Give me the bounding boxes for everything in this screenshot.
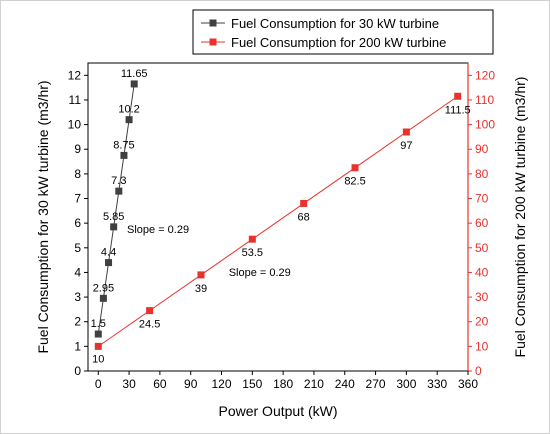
- x-tick-label: 360: [458, 377, 478, 391]
- right-tick-label: 30: [475, 290, 489, 304]
- left-tick-label: 6: [74, 216, 81, 230]
- left-y-axis-title: Fuel Consumption for 30 kW turbine (m3/h…: [35, 80, 51, 353]
- right-tick-label: 60: [475, 216, 489, 230]
- data-point-1: [94, 330, 102, 338]
- data-label-2: 10: [92, 353, 104, 365]
- data-label-1: 2.95: [93, 282, 114, 294]
- data-point-1: [120, 151, 128, 159]
- left-tick-label: 3: [74, 290, 81, 304]
- x-tick-label: 0: [95, 377, 102, 391]
- data-point-1: [99, 294, 107, 302]
- x-tick-label: 210: [304, 377, 324, 391]
- left-tick-label: 4: [74, 265, 81, 279]
- x-tick-label: 300: [396, 377, 416, 391]
- right-tick-label: 90: [475, 142, 489, 156]
- slope-annotation: Slope = 0.29: [127, 224, 189, 236]
- data-point-2: [146, 307, 154, 315]
- x-tick-label: 150: [242, 377, 262, 391]
- data-label-1: 8.75: [113, 139, 134, 151]
- left-tick-label: 0: [74, 364, 81, 378]
- x-tick-label: 90: [184, 377, 198, 391]
- x-tick-label: 240: [335, 377, 355, 391]
- legend-label-2: Fuel Consumption for 200 kW turbine: [231, 35, 446, 50]
- series-line-1: [97, 83, 135, 335]
- left-tick-label: 9: [74, 142, 81, 156]
- data-point-2: [300, 199, 308, 207]
- data-label-2: 24.5: [139, 319, 160, 331]
- slope-annotation: Slope = 0.29: [229, 267, 291, 279]
- x-tick-label: 180: [273, 377, 293, 391]
- x-tick-label: 120: [211, 377, 231, 391]
- right-tick-label: 80: [475, 167, 489, 181]
- data-point-2: [454, 92, 462, 100]
- data-point-2: [94, 342, 102, 350]
- right-y-axis: 0 10 20 30 40 50 60 70 80 90 100 110 120: [467, 63, 495, 378]
- left-tick-label: 10: [68, 118, 82, 132]
- left-tick-label: 2: [74, 315, 81, 329]
- data-point-2: [197, 271, 205, 279]
- x-tick-label: 60: [153, 377, 167, 391]
- data-label-2: 82.5: [344, 176, 365, 188]
- left-tick-label: 1: [74, 339, 81, 353]
- data-label-1: 4.4: [101, 247, 116, 259]
- right-tick-label: 70: [475, 192, 489, 206]
- left-tick-label: 5: [74, 241, 81, 255]
- series-layer: 1.5 2.95 4.4 5.85 7.3 8.75 10.2 11.65 10 24.5 39 53…: [91, 68, 471, 365]
- x-tick-label: 270: [366, 377, 386, 391]
- data-label-1: 10.2: [118, 104, 139, 116]
- left-tick-label: 12: [68, 68, 82, 82]
- data-label-2: 111.5: [445, 104, 471, 116]
- legend-marker-1: [209, 19, 217, 27]
- right-tick-label: 40: [475, 265, 489, 279]
- right-tick-label: 100: [475, 118, 495, 132]
- right-y-axis-title: Fuel Consumption for 200 kW turbine (m3/…: [512, 77, 528, 358]
- data-label-1: 11.65: [121, 68, 148, 80]
- data-label-2: 97: [400, 140, 412, 152]
- series-line-2: [97, 95, 459, 347]
- data-point-2: [402, 128, 410, 136]
- left-tick-label: 8: [74, 167, 81, 181]
- data-label-1: 7.3: [111, 175, 126, 187]
- legend-box: [192, 9, 494, 55]
- x-axis: 0 30 60 90 120 150 180 210 240 270 300 330 360: [95, 371, 478, 391]
- data-point-1: [115, 187, 123, 195]
- x-axis-title: Power Output (kW): [218, 403, 337, 419]
- right-tick-label: 50: [475, 241, 489, 255]
- right-tick-label: 10: [475, 339, 489, 353]
- legend-label-1: Fuel Consumption for 30 kW turbine: [231, 16, 439, 31]
- data-point-1: [130, 80, 138, 88]
- left-tick-label: 7: [74, 192, 81, 206]
- data-label-2: 39: [195, 283, 207, 295]
- left-tick-label: 11: [69, 93, 82, 107]
- data-label-1: 1.5: [91, 318, 106, 330]
- right-tick-label: 0: [475, 364, 482, 378]
- x-tick-label: 30: [122, 377, 136, 391]
- data-label-2: 53.5: [242, 247, 263, 259]
- data-point-2: [351, 164, 359, 172]
- data-point-1: [125, 116, 133, 124]
- data-label-2: 68: [298, 211, 310, 223]
- right-tick-label: 120: [475, 68, 495, 82]
- data-point-1: [110, 223, 118, 231]
- right-tick-label: 20: [475, 315, 489, 329]
- annotation-layer: Slope = 0.29 Slope = 0.29: [127, 224, 291, 279]
- x-tick-label: 330: [427, 377, 447, 391]
- legend: Fuel Consumption for 30 kW turbine Fuel C…: [192, 9, 494, 55]
- legend-marker-2: [209, 38, 217, 46]
- data-point-1: [105, 259, 113, 267]
- right-tick-label: 110: [475, 93, 494, 107]
- data-point-2: [248, 235, 256, 243]
- data-label-1: 5.85: [103, 211, 124, 223]
